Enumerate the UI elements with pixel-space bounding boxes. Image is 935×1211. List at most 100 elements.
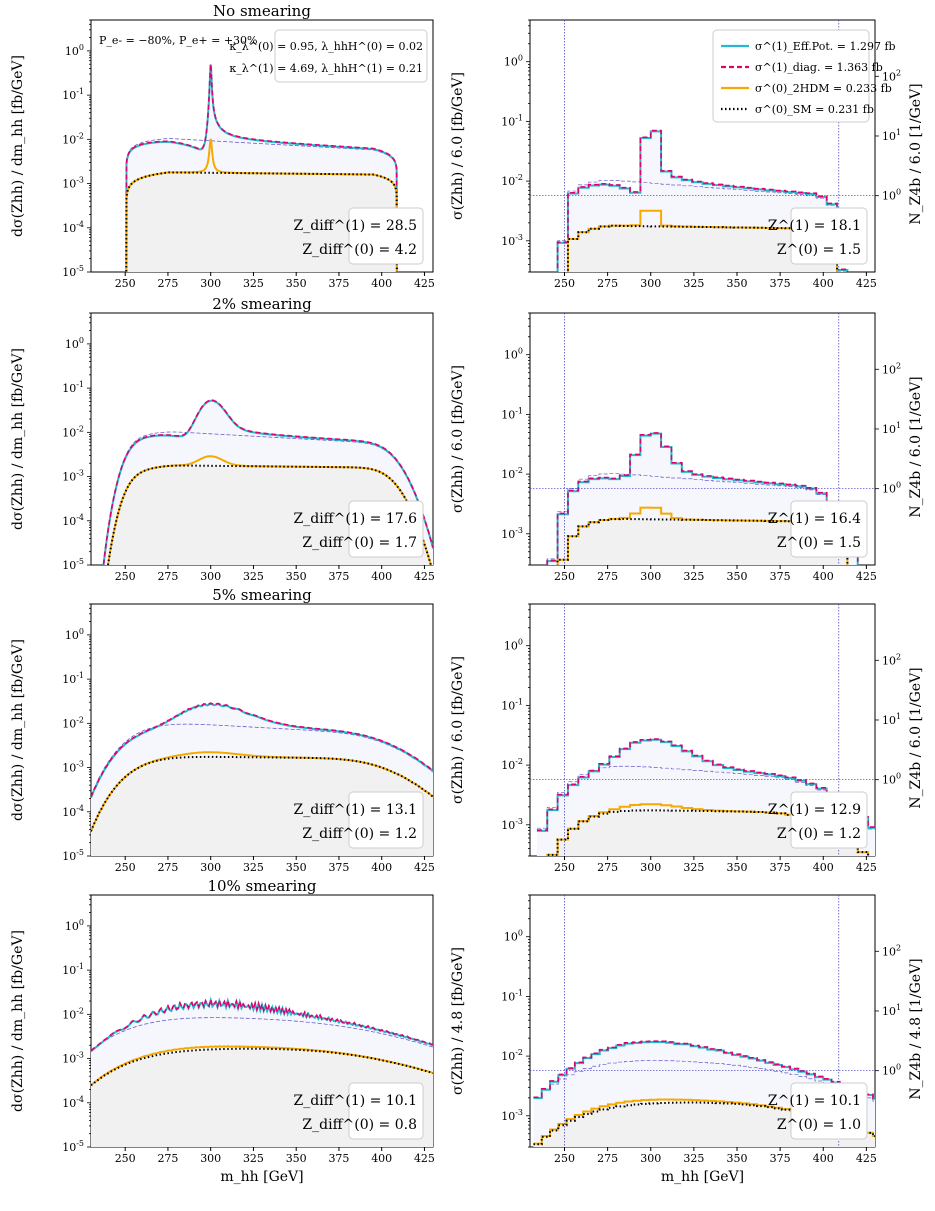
z-diff-1: Z_diff^(1) = 28.5 bbox=[294, 218, 417, 234]
y-tick-label: 10-1 bbox=[62, 87, 84, 102]
y-tick-label: 10-2 bbox=[62, 1006, 84, 1021]
x-tick-label: 350 bbox=[286, 1152, 307, 1165]
x-tick-label: 250 bbox=[554, 1152, 575, 1165]
sm-line bbox=[91, 755, 433, 832]
sm-fill bbox=[91, 756, 433, 856]
x-tick-label: 350 bbox=[727, 861, 748, 874]
x-tick-label: 425 bbox=[856, 570, 877, 583]
right-y-axis-label: σ(Zhh) / 6.0 [fb/GeV] bbox=[450, 656, 466, 804]
right-axis-tick-label: 102 bbox=[882, 68, 901, 83]
y-tick-label: 100 bbox=[504, 638, 523, 653]
y-tick-label: 10-5 bbox=[62, 557, 84, 572]
x-tick-label: 375 bbox=[328, 861, 349, 874]
y-tick-label: 10-2 bbox=[501, 1048, 523, 1063]
y-tick-label: 10-3 bbox=[62, 176, 84, 191]
panel-title: 10% smearing bbox=[207, 877, 316, 895]
x-tick-label: 350 bbox=[286, 570, 307, 583]
x-tick-label: 425 bbox=[414, 861, 435, 874]
y-tick-label: 10-2 bbox=[501, 466, 523, 481]
y-tick-label: 10-1 bbox=[501, 988, 523, 1003]
x-tick-label: 325 bbox=[243, 570, 264, 583]
z-0: Z^(0) = 1.2 bbox=[777, 826, 861, 842]
z-0: Z^(0) = 1.0 bbox=[777, 1117, 861, 1133]
y-tick-label: 10-3 bbox=[501, 233, 523, 248]
hist-sm-fill bbox=[536, 810, 875, 856]
panel-title: No smearing bbox=[213, 2, 311, 20]
x-tick-label: 250 bbox=[554, 277, 575, 290]
hist-nlo-reference bbox=[557, 180, 848, 272]
y-tick-label: 10-4 bbox=[62, 220, 84, 235]
legend-box bbox=[712, 29, 870, 123]
y-tick-label: 100 bbox=[65, 43, 84, 58]
hist-sm-fill bbox=[533, 1102, 875, 1147]
x-tick-label: 275 bbox=[157, 861, 178, 874]
sm-fill bbox=[91, 465, 433, 565]
x-tick-label: 375 bbox=[328, 1152, 349, 1165]
x-tick-label: 400 bbox=[371, 570, 392, 583]
hist-sm-fill bbox=[536, 518, 875, 565]
x-tick-label: 325 bbox=[243, 277, 264, 290]
diag-line bbox=[91, 702, 433, 798]
z-diff-0: Z_diff^(0) = 4.2 bbox=[302, 242, 417, 258]
y-tick-label: 10-3 bbox=[501, 817, 523, 832]
z-1: Z^(1) = 16.4 bbox=[768, 511, 861, 527]
z-box-right bbox=[790, 1082, 868, 1140]
right-axis-tick-label: 100 bbox=[882, 772, 901, 787]
z-diff-box bbox=[348, 1082, 424, 1140]
row-2: 5% smearing 250 275 300 325 350 375 400 425 10-5 1… bbox=[10, 586, 924, 874]
x-tick-label: 300 bbox=[200, 861, 221, 874]
right-axis-tick-label: 101 bbox=[882, 712, 901, 727]
secondary-y-axis-label: N_Z4b / 6.0 [1/GeV] bbox=[908, 667, 924, 808]
y-tick-label: 10-3 bbox=[62, 1051, 84, 1066]
right-axis-tick-label: 102 bbox=[882, 943, 901, 958]
y-tick-label: 10-3 bbox=[62, 760, 84, 775]
x-axis-label-right: m_hh [GeV] bbox=[661, 1169, 744, 1185]
y-tick-label: 10-2 bbox=[501, 173, 523, 188]
y-tick-label: 10-4 bbox=[62, 804, 84, 819]
right-y-axis-label: σ(Zhh) / 6.0 [fb/GeV] bbox=[450, 365, 466, 513]
x-tick-label: 350 bbox=[286, 861, 307, 874]
right-plot-area bbox=[530, 895, 875, 1147]
x-tick-label: 300 bbox=[640, 861, 661, 874]
row-3: 10% smearing 250 275 300 325 350 375 400 425 10-5… bbox=[10, 877, 924, 1185]
coupling-line-1: κ_λ^(0) = 0.95, λ_hhH^(0) = 0.02 bbox=[229, 40, 423, 53]
y-tick-label: 100 bbox=[65, 918, 84, 933]
left-y-axis-label: dσ(Zhh) / dm_hh [fb/GeV] bbox=[10, 930, 26, 1112]
z-box-right bbox=[790, 791, 868, 849]
x-tick-label: 275 bbox=[597, 277, 618, 290]
sm-fill bbox=[91, 1048, 433, 1147]
y-tick-label: 100 bbox=[65, 336, 84, 351]
x-tick-label: 325 bbox=[683, 861, 704, 874]
y-tick-label: 100 bbox=[65, 627, 84, 642]
x-tick-label: 325 bbox=[243, 1152, 264, 1165]
x-tick-label: 275 bbox=[597, 1152, 618, 1165]
x-tick-label: 300 bbox=[640, 277, 661, 290]
left-y-axis-label: dσ(Zhh) / dm_hh [fb/GeV] bbox=[10, 55, 26, 237]
x-tick-label: 325 bbox=[683, 570, 704, 583]
nlo-reference-line bbox=[91, 1017, 433, 1051]
x-tick-label: 375 bbox=[770, 570, 791, 583]
x-tick-label: 300 bbox=[200, 1152, 221, 1165]
diag-line bbox=[102, 399, 433, 565]
x-tick-label: 275 bbox=[157, 570, 178, 583]
y-tick-label: 100 bbox=[504, 347, 523, 362]
z-diff-0: Z_diff^(0) = 1.7 bbox=[302, 535, 417, 551]
z-0: Z^(0) = 1.5 bbox=[777, 242, 861, 258]
hist-nlo-reference bbox=[536, 765, 875, 830]
x-tick-label: 325 bbox=[683, 1152, 704, 1165]
x-tick-label: 400 bbox=[813, 1152, 834, 1165]
x-tick-label: 300 bbox=[200, 570, 221, 583]
z-box-right bbox=[790, 207, 868, 265]
x-tick-label: 275 bbox=[597, 570, 618, 583]
x-tick-label: 250 bbox=[115, 1152, 136, 1165]
z-diff-box bbox=[348, 500, 424, 558]
right-plot-area bbox=[530, 604, 875, 856]
left-y-axis-label: dσ(Zhh) / dm_hh [fb/GeV] bbox=[10, 639, 26, 821]
right-axis-tick-label: 100 bbox=[882, 188, 901, 203]
panel-title: 2% smearing bbox=[212, 295, 312, 313]
y-tick-label: 10-2 bbox=[62, 715, 84, 730]
legend-entry: σ^(0)_SM = 0.231 fb bbox=[755, 103, 874, 116]
x-tick-label: 425 bbox=[856, 277, 877, 290]
x-tick-label: 250 bbox=[115, 277, 136, 290]
right-axis-tick-label: 101 bbox=[882, 421, 901, 436]
